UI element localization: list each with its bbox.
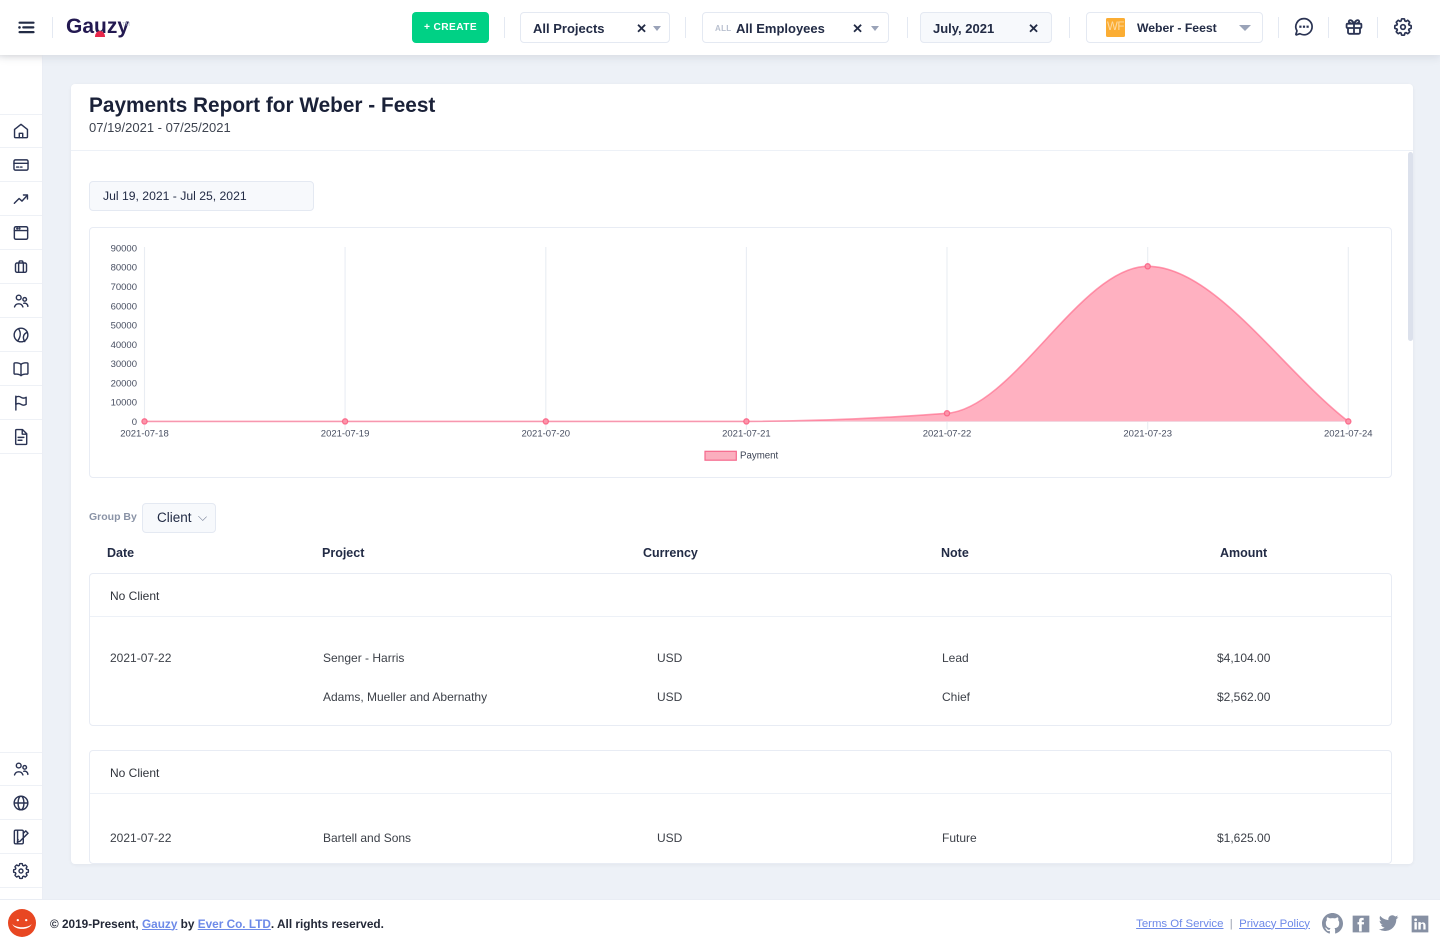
svg-text:2021-07-19: 2021-07-19 <box>321 429 370 440</box>
svg-text:60000: 60000 <box>111 301 137 312</box>
svg-text:20000: 20000 <box>111 378 137 389</box>
svg-text:2021-07-18: 2021-07-18 <box>120 429 169 440</box>
svg-text:0: 0 <box>132 417 137 428</box>
svg-text:90000: 90000 <box>111 244 137 255</box>
svg-text:2021-07-21: 2021-07-21 <box>722 429 771 440</box>
svg-text:2021-07-23: 2021-07-23 <box>1123 429 1172 440</box>
svg-text:10000: 10000 <box>111 398 137 409</box>
svg-text:40000: 40000 <box>111 340 137 351</box>
svg-text:2021-07-20: 2021-07-20 <box>521 429 570 440</box>
svg-text:80000: 80000 <box>111 263 137 274</box>
svg-text:30000: 30000 <box>111 359 137 370</box>
svg-text:70000: 70000 <box>111 282 137 293</box>
svg-text:50000: 50000 <box>111 321 137 332</box>
svg-text:2021-07-24: 2021-07-24 <box>1324 429 1373 440</box>
svg-text:Payment: Payment <box>740 451 779 462</box>
svg-text:2021-07-22: 2021-07-22 <box>923 429 972 440</box>
